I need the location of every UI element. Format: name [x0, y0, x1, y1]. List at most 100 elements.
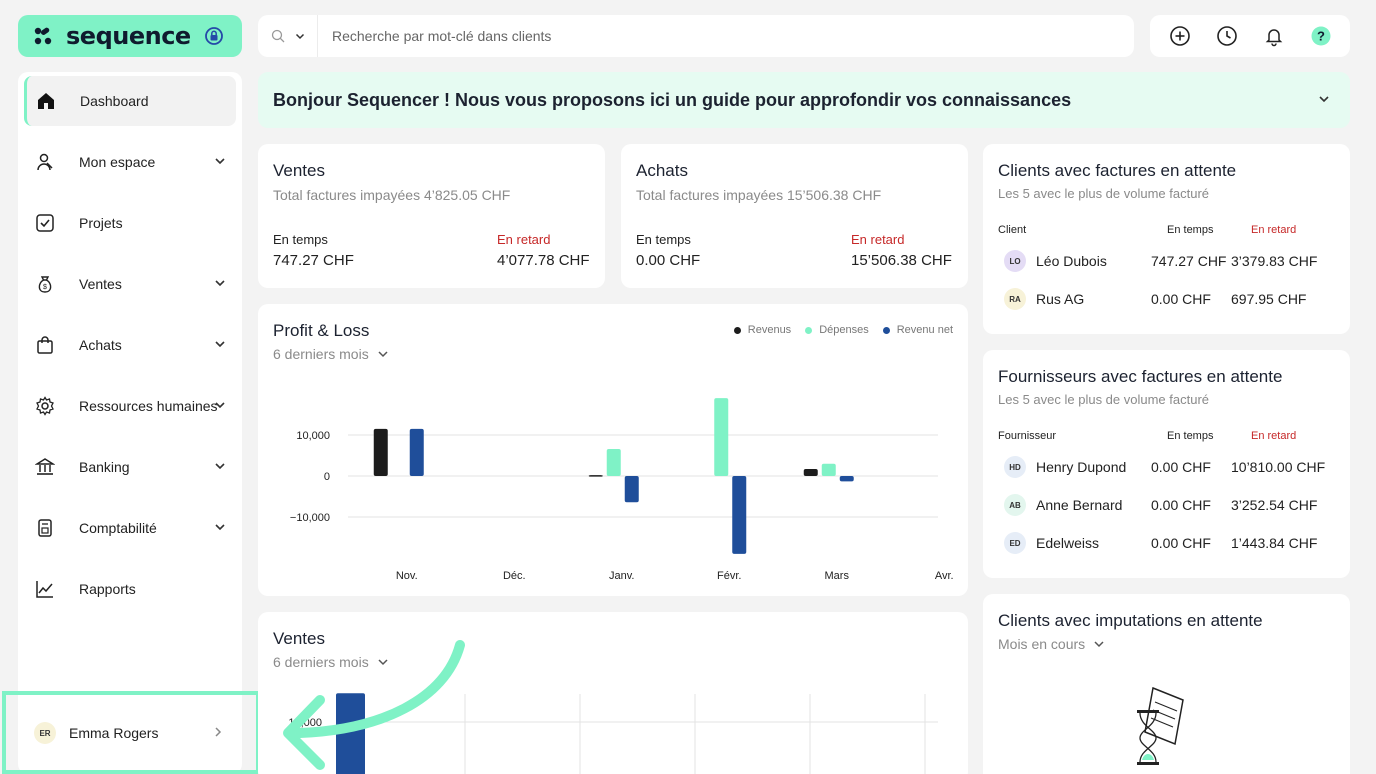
sidebar-item-label: Ressources humaines: [79, 398, 218, 414]
sequence-logo-icon: [34, 27, 52, 45]
profit-loss-chart: 10,000 0 −10,000 Nov. Déc. Janv. Févr. Mars Avr.: [290, 398, 954, 582]
avatar: ER: [34, 722, 56, 744]
checkbox-icon: [34, 212, 56, 234]
sidebar-item-projets[interactable]: Projets: [24, 198, 236, 248]
add-button[interactable]: [1164, 20, 1196, 52]
bar: [732, 476, 747, 554]
y-tick-label: 10,000: [296, 430, 330, 442]
search-scope-selector[interactable]: [258, 15, 318, 57]
y-tick-label: −10,000: [290, 512, 330, 524]
user-menu[interactable]: ER Emma Rogers: [18, 708, 242, 758]
svg-text:$: $: [43, 284, 47, 291]
table-row[interactable]: RA Rus AG 0.00 CHF 697.95 CHF: [998, 284, 1338, 314]
sidebar-item-rapports[interactable]: Rapports: [24, 564, 236, 614]
table-row[interactable]: HD Henry Dupond 0.00 CHF 10’810.00 CHF: [998, 452, 1338, 482]
sidebar-item-mon-espace[interactable]: Mon espace: [24, 137, 236, 187]
bar: [624, 476, 639, 503]
supplier-name: Henry Dupond: [1036, 459, 1127, 475]
avatar: AB: [1004, 494, 1026, 516]
sidebar-item-ressources-humaines[interactable]: Ressources humaines: [24, 381, 236, 431]
chevron-down-icon[interactable]: [214, 521, 226, 533]
shopping-bag-icon: [34, 334, 56, 356]
period-dropdown[interactable]: 6 derniers mois: [273, 654, 389, 670]
chevron-down-icon: [295, 33, 304, 40]
column-header-late: En retard: [1251, 224, 1297, 236]
chevron-down-icon[interactable]: [214, 277, 226, 289]
legend-label: Dépenses: [819, 324, 869, 336]
legend-item[interactable]: Dépenses: [805, 324, 869, 336]
sidebar-item-ventes[interactable]: $ Ventes: [24, 259, 236, 309]
guide-banner[interactable]: Bonjour Sequencer ! Nous vous proposons …: [258, 72, 1350, 128]
period-dropdown[interactable]: 6 derniers mois: [273, 346, 389, 362]
x-tick-label: Févr.: [717, 570, 741, 582]
brand-name: sequence: [66, 22, 191, 50]
bar: [606, 448, 621, 476]
empty-state-illustration-icon: [1137, 686, 1184, 765]
imputations-card: Clients avec imputations en attente Mois…: [983, 594, 1350, 774]
period-dropdown[interactable]: Mois en cours: [998, 636, 1105, 652]
chevron-right-icon: [215, 727, 222, 737]
chevron-down-icon[interactable]: [214, 399, 226, 411]
late-amount: 10’810.00 CHF: [1231, 459, 1326, 475]
sales-summary-card[interactable]: Ventes Total factures impayées 4’825.05 …: [258, 144, 605, 288]
legend-label: Revenus: [747, 324, 792, 336]
lock-icon[interactable]: [204, 26, 224, 46]
card-title: Ventes: [273, 161, 325, 180]
help-icon: ?: [1311, 26, 1330, 46]
notifications-button[interactable]: [1258, 20, 1290, 52]
chevron-down-icon[interactable]: [214, 338, 226, 350]
late-value: 4’077.78 CHF: [497, 252, 590, 269]
legend-item[interactable]: Revenus: [733, 324, 792, 336]
x-tick-label: Janv.: [609, 570, 634, 582]
table-row[interactable]: AB Anne Bernard 0.00 CHF 3’252.54 CHF: [998, 490, 1338, 520]
chevron-down-icon[interactable]: [214, 460, 226, 472]
late-amount: 1’443.84 CHF: [1231, 535, 1318, 551]
help-button[interactable]: ?: [1305, 20, 1337, 52]
sidebar-item-achats[interactable]: Achats: [24, 320, 236, 370]
on-time-amount: 0.00 CHF: [1151, 497, 1211, 513]
search-input[interactable]: [318, 28, 1098, 44]
client-name: Léo Dubois: [1036, 253, 1107, 269]
on-time-amount: 0.00 CHF: [1151, 459, 1211, 475]
card-title: Clients avec factures en attente: [998, 161, 1237, 180]
table-row[interactable]: ED Edelweiss 0.00 CHF 1’443.84 CHF: [998, 528, 1338, 558]
sidebar-item-comptabilite[interactable]: Comptabilité: [24, 503, 236, 553]
x-tick-label: Mars: [825, 570, 850, 582]
late-amount: 3’379.83 CHF: [1231, 253, 1318, 269]
x-tick-label: Nov.: [396, 570, 418, 582]
card-subtitle: Total factures impayées 4’825.05 CHF: [273, 187, 511, 203]
suppliers-pending-card: Fournisseurs avec factures en attente Le…: [983, 350, 1350, 578]
history-button[interactable]: [1211, 20, 1243, 52]
card-title: Ventes: [273, 629, 325, 648]
legend-item[interactable]: Revenu net: [882, 324, 953, 336]
sidebar-item-dashboard[interactable]: Dashboard: [24, 76, 236, 126]
chevron-down-icon: [378, 351, 388, 358]
client-name: Rus AG: [1036, 291, 1085, 307]
clients-pending-card: Clients avec factures en attente Les 5 a…: [983, 144, 1350, 334]
avatar: RA: [1004, 288, 1026, 310]
card-subtitle: Les 5 avec le plus de volume facturé: [998, 392, 1210, 407]
clock-icon: [1216, 26, 1237, 46]
chart-legend: Revenus Dépenses Revenu net: [733, 324, 953, 336]
brand-logo[interactable]: sequence: [18, 15, 242, 57]
chevron-down-icon[interactable]: [214, 155, 226, 167]
sidebar-item-label: Comptabilité: [79, 520, 157, 536]
banner-text: Bonjour Sequencer ! Nous vous proposons …: [273, 89, 1072, 110]
chevron-down-icon: [378, 659, 388, 666]
column-header-supplier: Fournisseur: [998, 430, 1057, 442]
sidebar-item-label: Ventes: [79, 276, 122, 292]
bar: [373, 428, 388, 476]
card-subtitle: Total factures impayées 15’506.38 CHF: [636, 187, 882, 203]
bar: [714, 398, 729, 476]
sidebar-item-banking[interactable]: Banking: [24, 442, 236, 492]
late-label: En retard: [497, 232, 551, 247]
chevron-down-icon[interactable]: [1318, 93, 1330, 105]
late-value: 15’506.38 CHF: [851, 252, 952, 269]
person-icon: [34, 151, 56, 173]
sidebar-item-label: Mon espace: [79, 154, 156, 170]
table-row[interactable]: LO Léo Dubois 747.27 CHF 3’379.83 CHF: [998, 246, 1338, 276]
legend-dot: [882, 326, 890, 334]
chart-icon: [34, 578, 56, 600]
purchases-summary-card[interactable]: Achats Total factures impayées 15’506.38…: [621, 144, 968, 288]
search-bar[interactable]: [258, 15, 1134, 57]
